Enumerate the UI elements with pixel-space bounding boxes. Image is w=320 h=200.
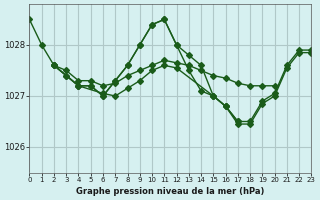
X-axis label: Graphe pression niveau de la mer (hPa): Graphe pression niveau de la mer (hPa) — [76, 187, 265, 196]
